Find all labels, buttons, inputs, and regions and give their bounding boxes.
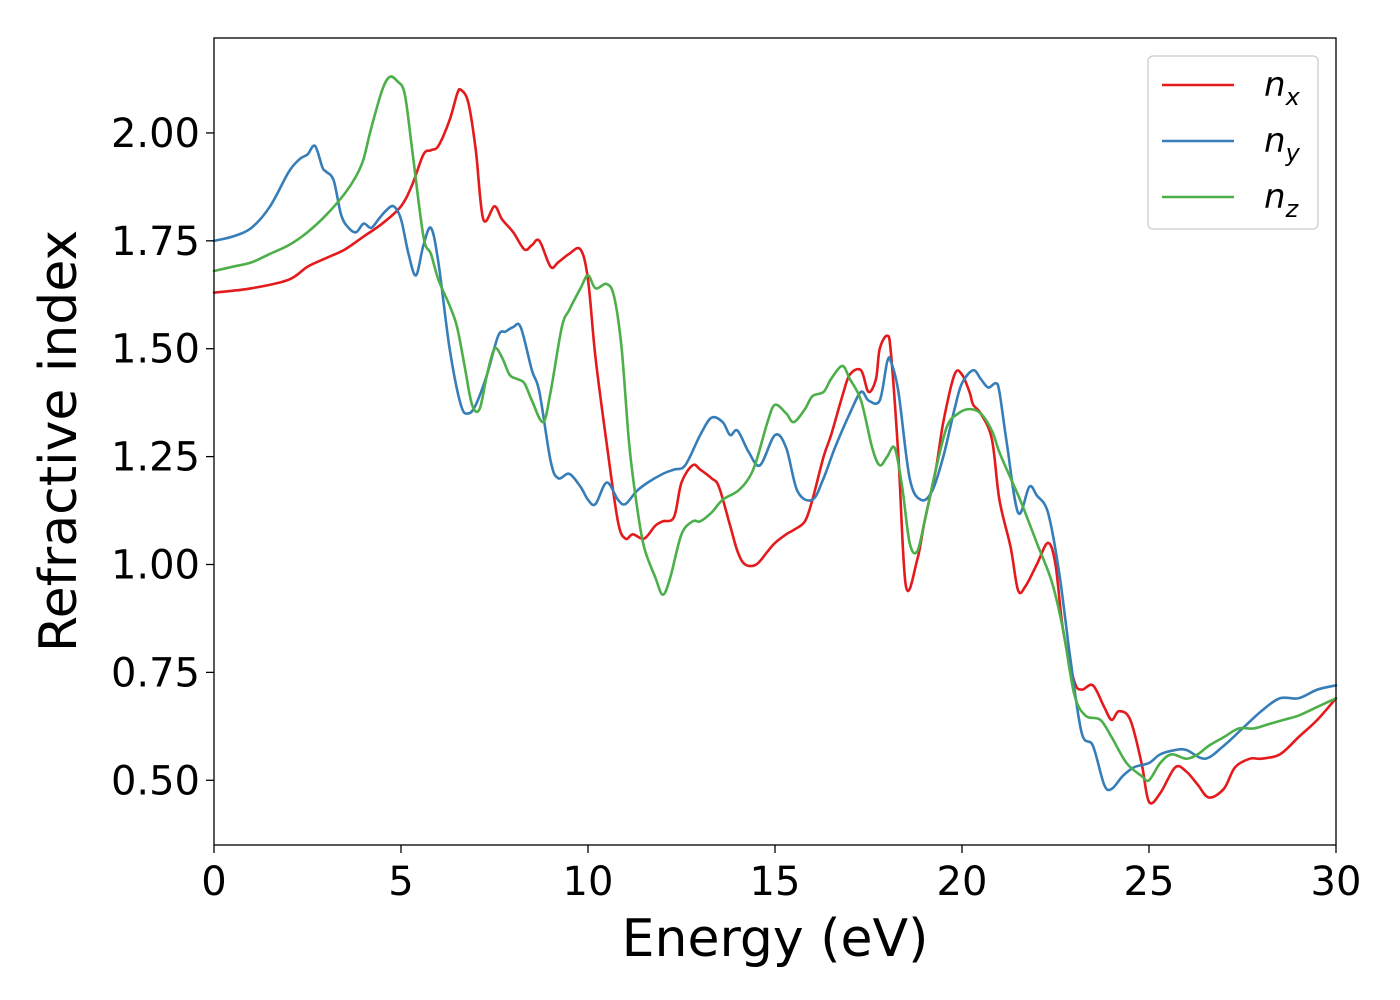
legend-label-ny: ny xyxy=(1264,121,1301,167)
legend: nx ny nz xyxy=(1147,55,1319,230)
y-axis-label: Refractive index xyxy=(29,230,89,652)
y-tick-label: 1.75 xyxy=(111,219,200,265)
series-layer xyxy=(212,75,1338,805)
legend-label-nx: nx xyxy=(1264,65,1301,111)
y-tick-label: 0.50 xyxy=(111,758,200,804)
y-tick-label: 1.25 xyxy=(111,435,200,481)
x-tick-label: 25 xyxy=(1124,859,1175,905)
y-tick-label: 0.75 xyxy=(111,650,200,696)
legend-label-nz: nz xyxy=(1264,177,1300,223)
x-tick-label: 30 xyxy=(1311,859,1362,905)
x-tick-label: 20 xyxy=(937,859,988,905)
y-axis-ticks: 0.50 0.75 1.00 1.25 1.50 1.75 2.00 xyxy=(111,111,214,804)
x-tick-label: 15 xyxy=(750,859,801,905)
series-line-nz xyxy=(212,75,1338,783)
legend-box xyxy=(1147,55,1319,230)
x-axis-ticks: 0 5 10 15 20 25 30 xyxy=(201,845,1361,905)
series-line-nx xyxy=(212,87,1338,805)
y-tick-label: 1.50 xyxy=(111,327,200,373)
y-tick-label: 1.00 xyxy=(111,542,200,588)
x-axis-label: Energy (eV) xyxy=(622,909,929,969)
x-tick-label: 5 xyxy=(388,859,413,905)
x-tick-label: 0 xyxy=(201,859,226,905)
x-tick-label: 10 xyxy=(563,859,614,905)
series-line-ny xyxy=(212,144,1338,792)
legend-entries: nx ny nz xyxy=(1162,65,1301,223)
y-tick-label: 2.00 xyxy=(111,111,200,157)
